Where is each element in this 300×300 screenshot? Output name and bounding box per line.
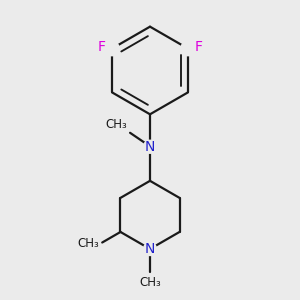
Circle shape	[105, 41, 119, 56]
Text: CH₃: CH₃	[77, 237, 99, 250]
Circle shape	[181, 41, 195, 56]
Text: F: F	[194, 40, 202, 54]
Text: CH₃: CH₃	[105, 118, 127, 131]
Text: N: N	[145, 242, 155, 256]
Text: F: F	[98, 40, 106, 54]
Text: CH₃: CH₃	[139, 276, 161, 289]
Text: N: N	[145, 140, 155, 154]
Circle shape	[143, 242, 157, 256]
Circle shape	[143, 140, 157, 153]
